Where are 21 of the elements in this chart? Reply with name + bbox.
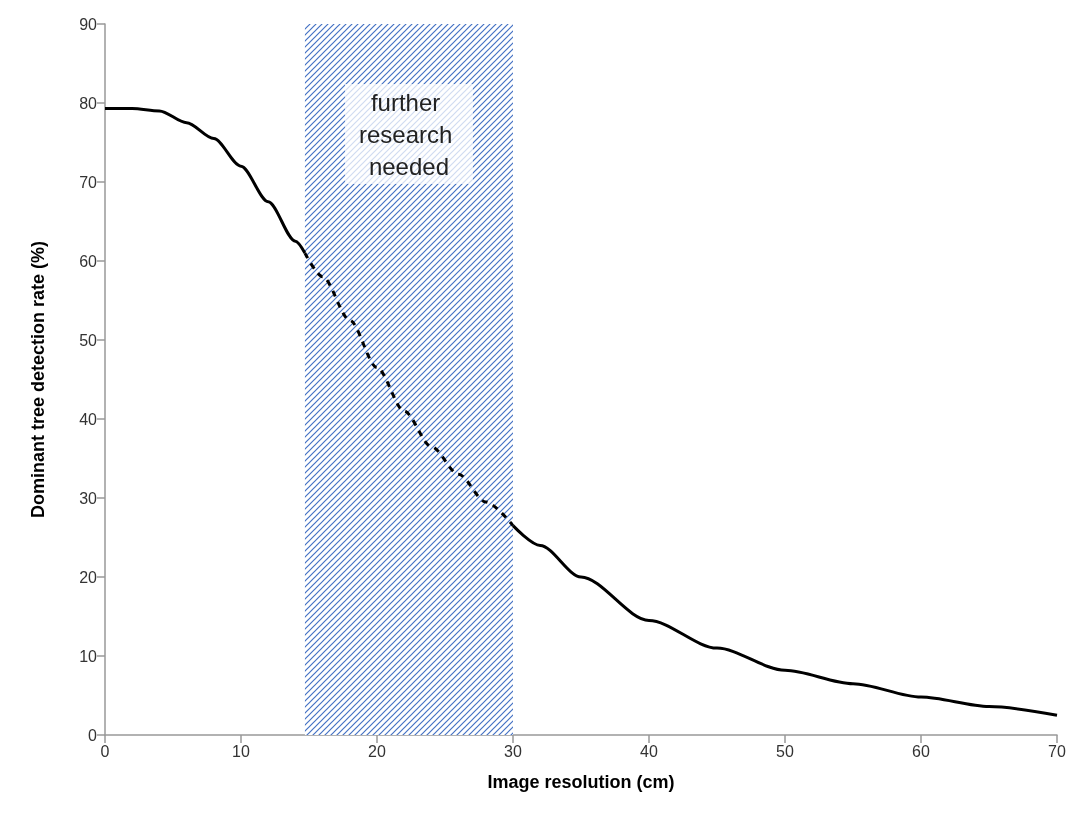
y-tick-label: 80 [79,94,98,112]
y-tick-label: 20 [79,568,98,586]
x-tick-label: 20 [368,742,386,760]
y-tick-label: 30 [79,489,98,507]
y-tick-label: 60 [79,252,98,270]
x-tick-label: 0 [100,742,110,760]
x-tick-label: 10 [232,742,250,760]
x-tick-label: 40 [640,742,658,760]
x-axis-title: Image resolution (cm) [487,772,675,792]
y-tick-label: 40 [79,410,98,428]
y-tick-label: 50 [79,331,98,349]
y-tick-label: 0 [88,726,98,744]
y-tick-label: 90 [79,15,98,33]
x-tick-label: 50 [776,742,794,760]
x-tick-label: 30 [504,742,522,760]
y-tick-label: 70 [79,173,98,191]
y-axis-title: Dominant tree detection rate (%) [28,240,48,519]
band-label: further research needed [358,88,459,180]
x-tick-label: 60 [912,742,930,760]
x-tick-label: 70 [1048,742,1066,760]
y-tick-label: 10 [79,647,98,665]
